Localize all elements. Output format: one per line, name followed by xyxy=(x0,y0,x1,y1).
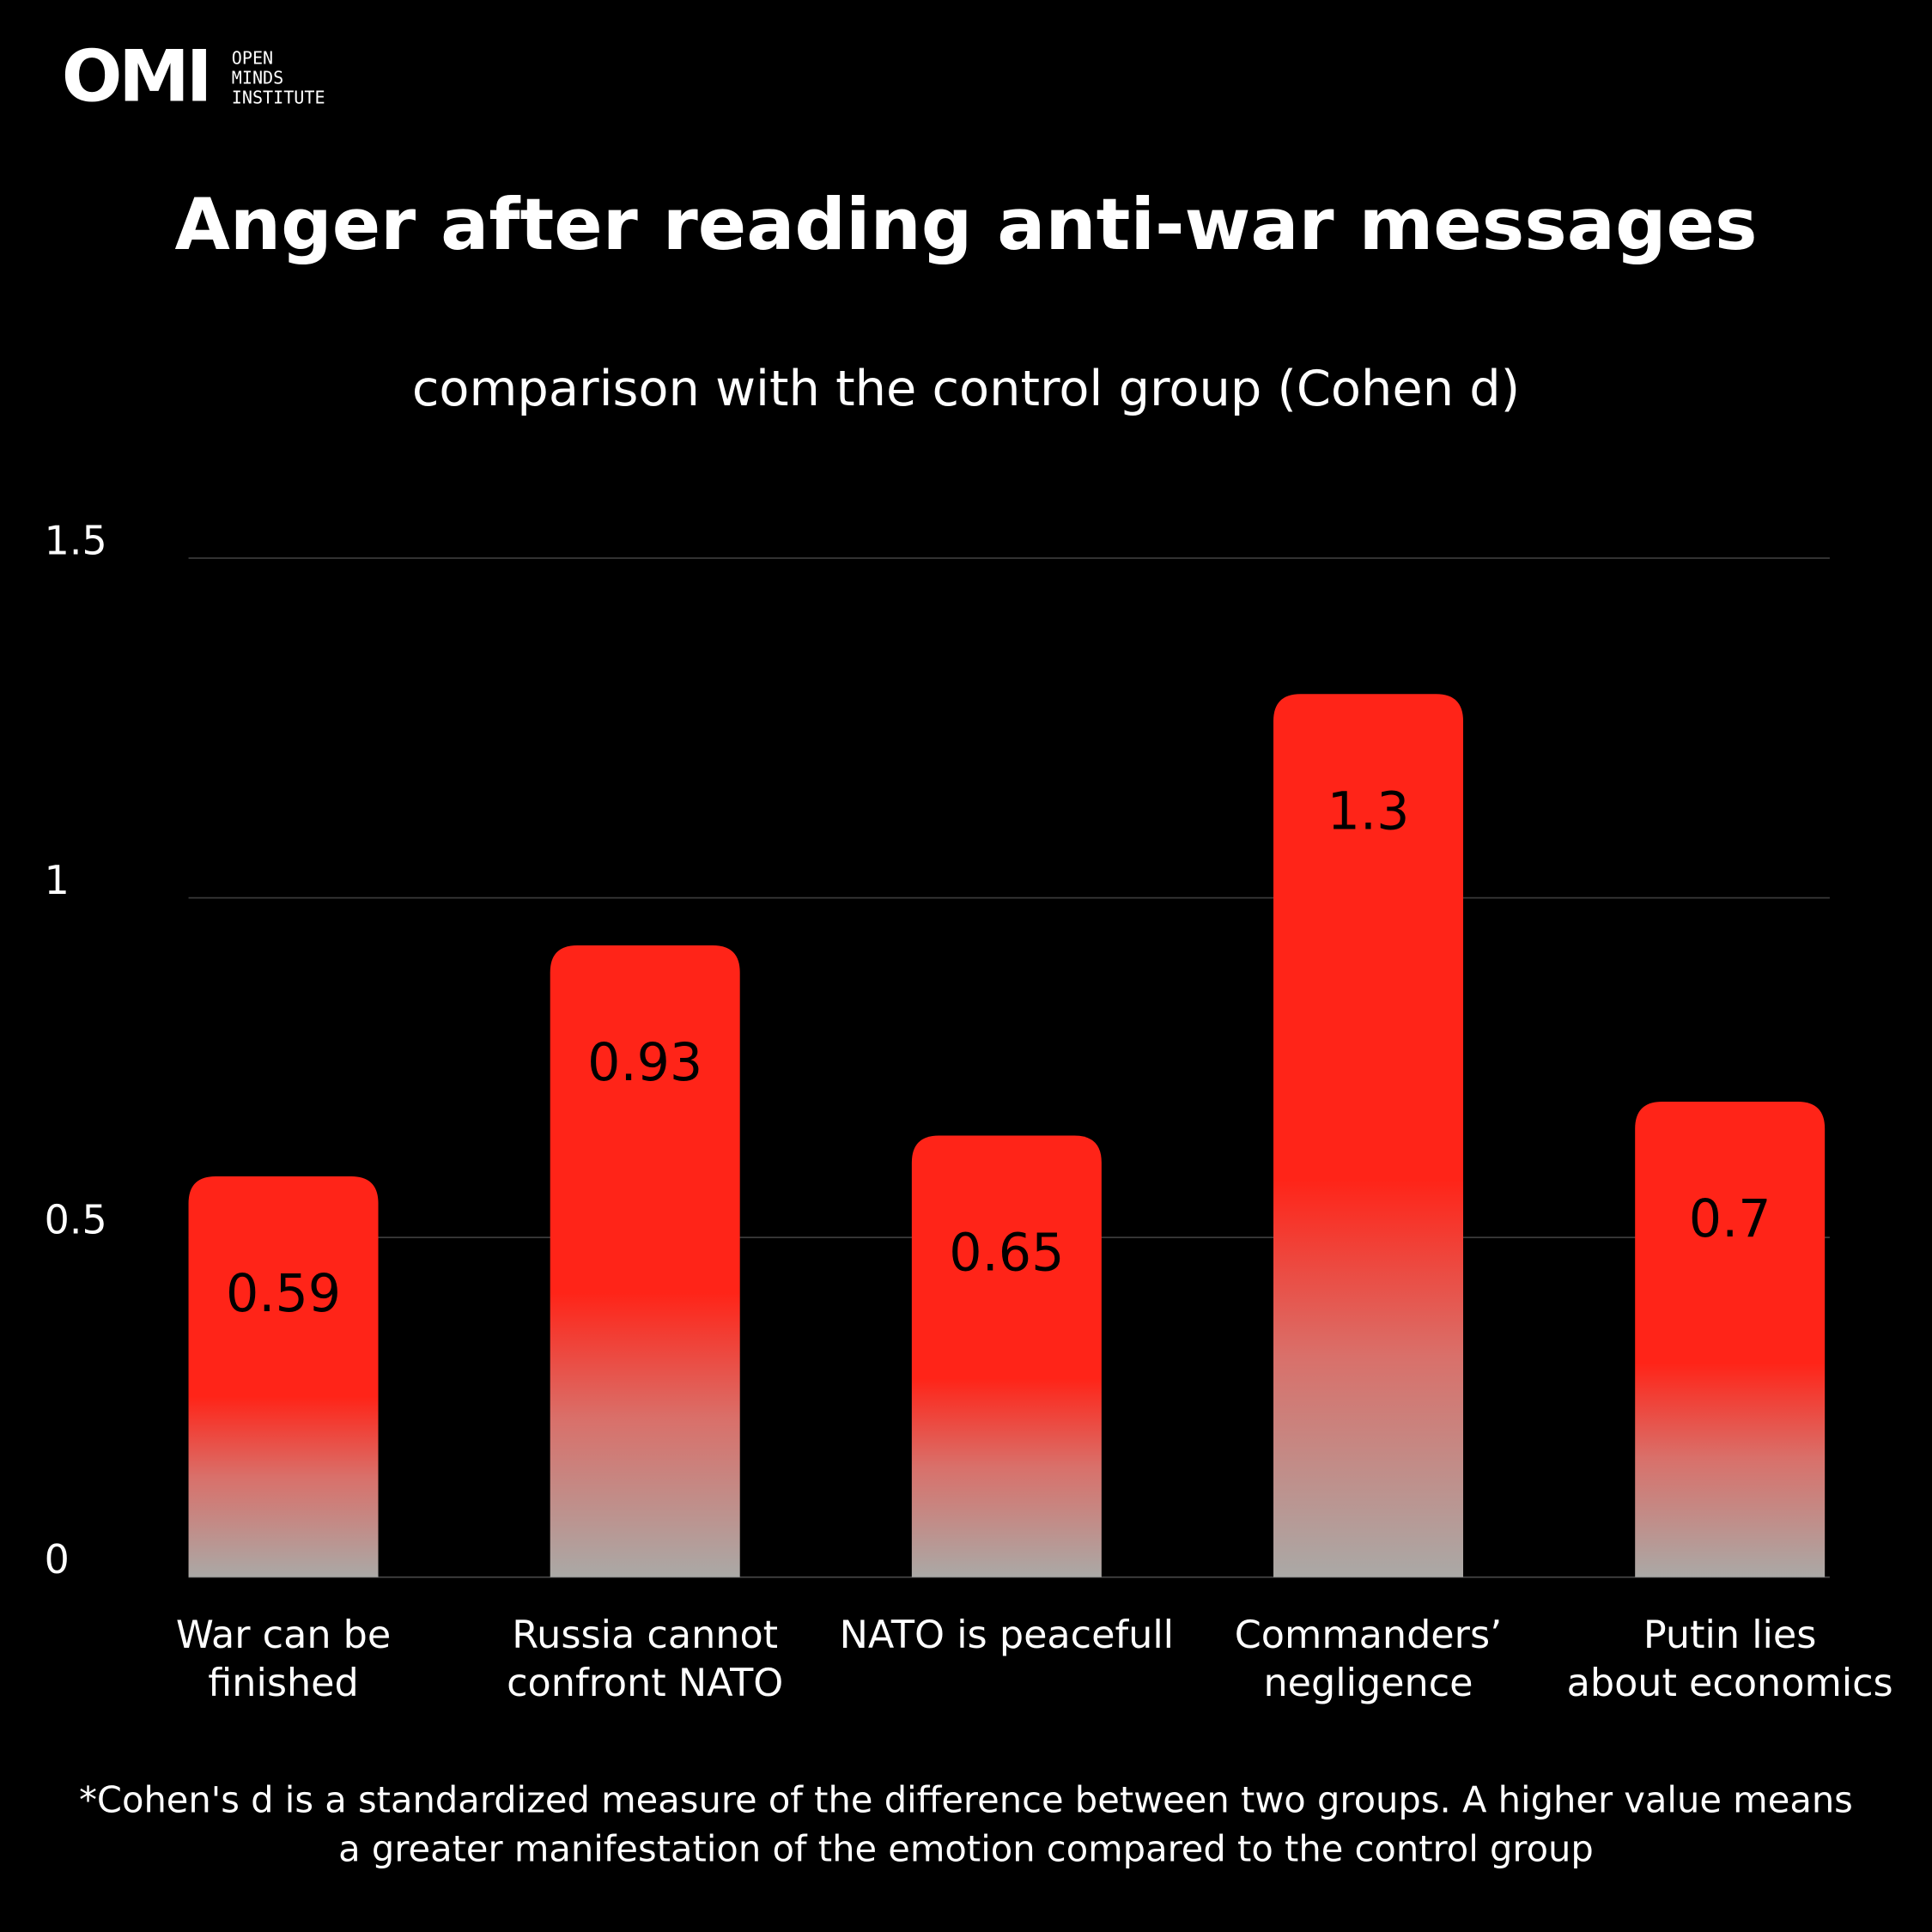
bar xyxy=(188,1176,379,1577)
x-tick-label: War can be xyxy=(176,1613,391,1657)
logo-text: MINDS xyxy=(232,67,283,88)
x-tick-label: NATO is peacefull xyxy=(840,1613,1174,1657)
y-tick-label: 0 xyxy=(45,1536,70,1583)
x-tick-label: Commanders’ xyxy=(1235,1613,1502,1657)
chart-subtitle: comparison with the control group (Cohen… xyxy=(412,360,1520,417)
logo-mark: OMI xyxy=(62,35,210,118)
x-tick-label: confront NATO xyxy=(507,1662,783,1705)
y-tick-label: 0.5 xyxy=(45,1196,107,1242)
x-tick-label: Putin lies xyxy=(1643,1613,1817,1657)
bar xyxy=(550,945,740,1577)
value-label: 0.65 xyxy=(949,1224,1064,1284)
value-label: 1.3 xyxy=(1327,781,1410,841)
x-tick-label: negligence xyxy=(1263,1662,1473,1705)
bar xyxy=(1273,694,1464,1577)
x-tick-label: finished xyxy=(208,1662,359,1705)
footnote: a greater manifestation of the emotion c… xyxy=(338,1828,1594,1870)
footnote: *Cohen's d is a standardized measure of … xyxy=(79,1778,1853,1820)
bar xyxy=(1635,1101,1826,1577)
value-label: 0.59 xyxy=(226,1264,341,1324)
logo-text: OPEN xyxy=(232,47,273,68)
bar xyxy=(911,1135,1102,1577)
value-label: 0.93 xyxy=(587,1033,702,1093)
x-tick-label: Russia cannot xyxy=(512,1613,778,1657)
y-tick-label: 1.5 xyxy=(45,517,107,563)
chart-title: Anger after reading anti-war messages xyxy=(174,183,1757,266)
y-tick-label: 1 xyxy=(45,857,70,903)
logo-text: INSTITUTE xyxy=(232,87,325,107)
x-tick-label: about economics xyxy=(1567,1662,1893,1705)
value-label: 0.7 xyxy=(1689,1189,1771,1249)
